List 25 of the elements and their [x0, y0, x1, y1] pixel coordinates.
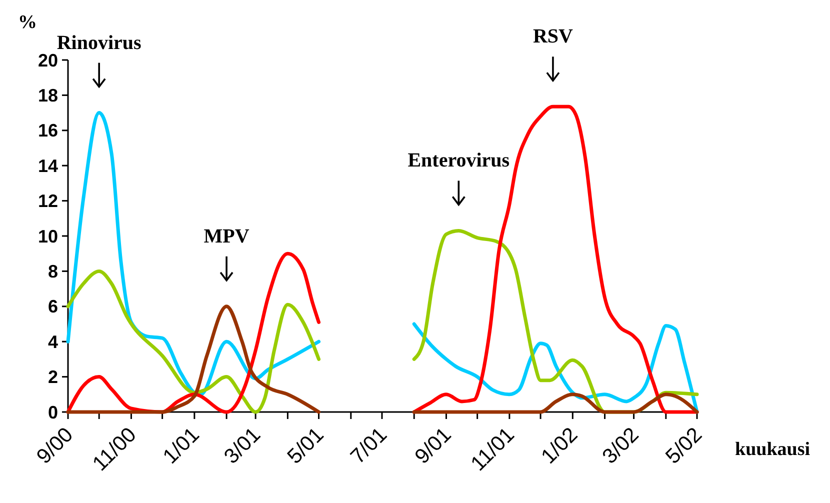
x-tick-label: 5/02: [661, 423, 707, 468]
y-tick-label: 2: [48, 367, 58, 388]
x-tick-label: 3/02: [598, 423, 644, 468]
y-tick-label: 18: [38, 86, 58, 106]
y-tick-label: 20: [38, 50, 58, 70]
x-axis-title: kuukausi: [735, 439, 810, 460]
y-tick-label: 12: [38, 191, 58, 212]
y-tick-label: 0: [48, 402, 58, 422]
x-tick-label: 1/01: [158, 423, 204, 468]
x-tick-label: 9/01: [410, 423, 456, 468]
annotation: RSV: [532, 26, 574, 48]
annotation: Rinovirus: [56, 32, 142, 54]
y-tick-label: 6: [48, 296, 58, 317]
x-tick-label: 3/01: [220, 423, 266, 468]
annotation: Enterovirus: [408, 150, 510, 172]
y-tick-label: 10: [38, 226, 58, 246]
y-tick-label: 4: [48, 332, 58, 352]
x-tick-label: 5/01: [283, 423, 328, 468]
x-tick-label: 7/01: [346, 423, 392, 468]
y-tick-label: 14: [38, 156, 58, 176]
annotation: MPV: [204, 225, 250, 248]
y-axis-title: %: [18, 12, 37, 33]
y-tick-label: 16: [38, 120, 58, 141]
y-tick-label: 8: [48, 262, 58, 282]
x-tick-label: 9/00: [32, 423, 78, 468]
